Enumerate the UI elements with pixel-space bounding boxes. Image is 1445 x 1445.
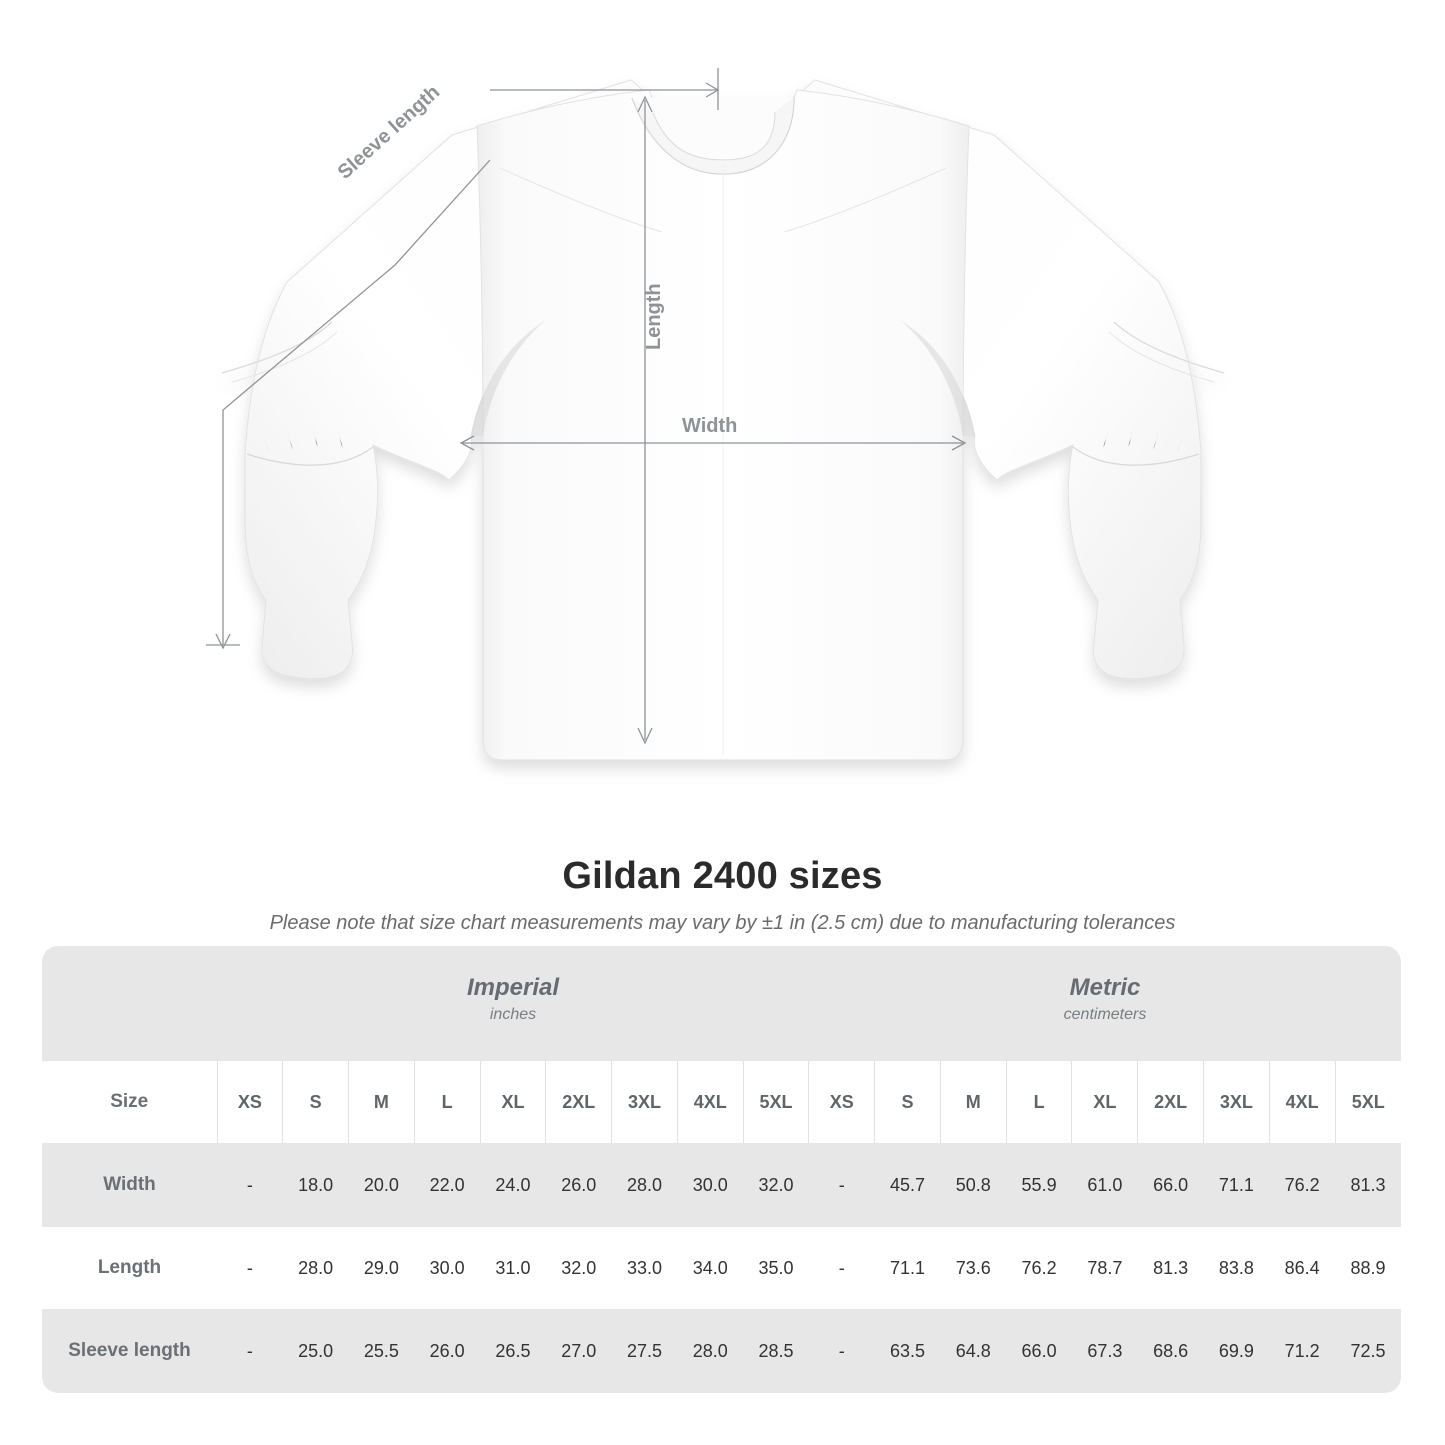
svg-text:Width: Width [682,415,737,437]
svg-text:Length: Length [643,283,665,350]
